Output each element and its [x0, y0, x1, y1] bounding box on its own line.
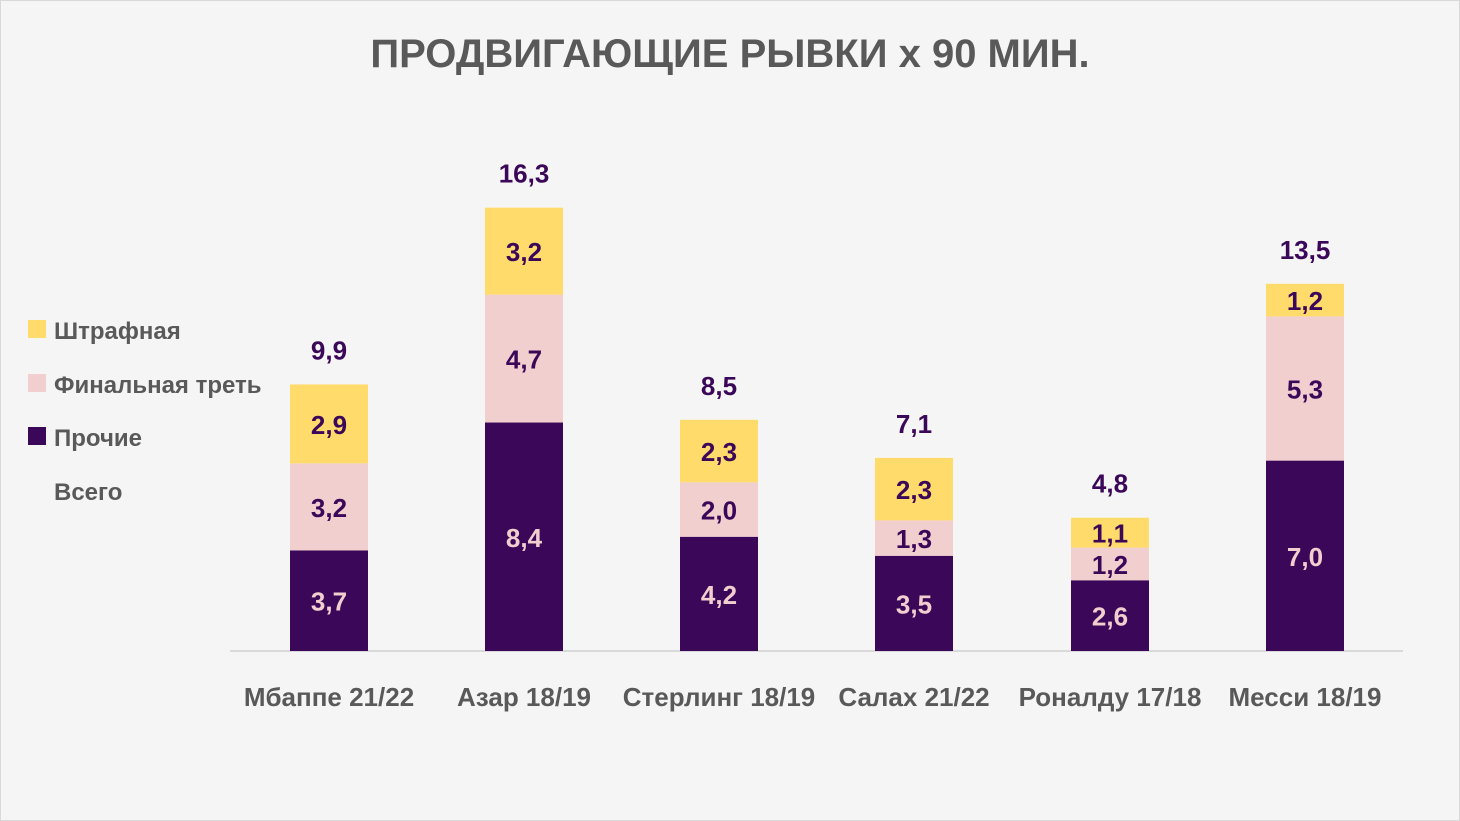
- chart-title: ПРОДВИГАЮЩИЕ РЫВКИ х 90 МИН.: [370, 32, 1089, 76]
- bar-segment: [1266, 316, 1344, 461]
- bar-segment: [1266, 283, 1344, 317]
- legend-label: Финальная треть: [54, 372, 262, 399]
- category-label: Роналду 17/18: [1019, 682, 1202, 712]
- category-label: Азар 18/19: [457, 682, 591, 712]
- data-label: 2,6: [1092, 602, 1128, 632]
- data-label: 2,3: [701, 437, 737, 467]
- bars: 3,7 3,2 2,9 9,9 Мбаппе 21/22 8,4 4,7 3,2 16,3 Аза…: [244, 159, 1382, 712]
- bar-segment: [875, 457, 953, 521]
- bar-segment: [680, 482, 758, 537]
- category-label: Мбаппе 21/22: [244, 682, 414, 712]
- legend-swatch: [28, 320, 46, 338]
- bar-segment: [875, 555, 953, 651]
- data-label: 3,2: [311, 493, 347, 523]
- total-label: 9,9: [311, 335, 347, 365]
- data-label: 8,4: [506, 523, 543, 553]
- bar-segment: [680, 536, 758, 651]
- data-label: 3,5: [896, 589, 932, 619]
- data-label: 2,3: [896, 475, 932, 505]
- bar-segment: [1071, 547, 1149, 581]
- data-label: 1,2: [1092, 550, 1128, 580]
- legend-label: Всего: [54, 479, 122, 506]
- data-label: 1,2: [1287, 286, 1323, 316]
- bar-segment: [1071, 580, 1149, 651]
- bar-segment: [290, 463, 368, 551]
- data-label: 1,3: [896, 524, 932, 554]
- bar-segment: [290, 550, 368, 651]
- data-label: 2,9: [311, 410, 347, 440]
- bar-segment: [485, 422, 563, 651]
- bar-segment: [680, 419, 758, 483]
- data-label: 4,2: [701, 580, 737, 610]
- bar-segment: [1266, 460, 1344, 651]
- legend-swatch: [28, 374, 46, 392]
- data-label: 2,0: [701, 496, 737, 526]
- category-label: Стерлинг 18/19: [623, 682, 816, 712]
- category-label: Месси 18/19: [1229, 682, 1382, 712]
- bar-segment: [485, 294, 563, 423]
- data-label: 7,0: [1287, 542, 1323, 572]
- total-label: 7,1: [896, 409, 932, 439]
- bar-segment: [485, 207, 563, 295]
- total-label: 16,3: [499, 159, 550, 189]
- bar-segment: [1071, 517, 1149, 548]
- legend-swatch: [28, 427, 46, 445]
- bar-segment: [290, 384, 368, 464]
- data-label: 1,1: [1092, 519, 1128, 549]
- total-label: 8,5: [701, 371, 737, 401]
- total-label: 13,5: [1280, 235, 1331, 265]
- legend-label: Штрафная: [54, 318, 181, 345]
- data-label: 4,7: [506, 345, 542, 375]
- data-label: 3,2: [506, 237, 542, 267]
- legend: Штрафная Финальная треть Прочие Всего: [28, 318, 262, 506]
- data-label: 5,3: [1287, 375, 1323, 405]
- bar-segment: [875, 520, 953, 556]
- data-label: 3,7: [311, 587, 347, 617]
- legend-label: Прочие: [54, 425, 142, 452]
- category-label: Салах 21/22: [838, 682, 989, 712]
- total-label: 4,8: [1092, 469, 1128, 499]
